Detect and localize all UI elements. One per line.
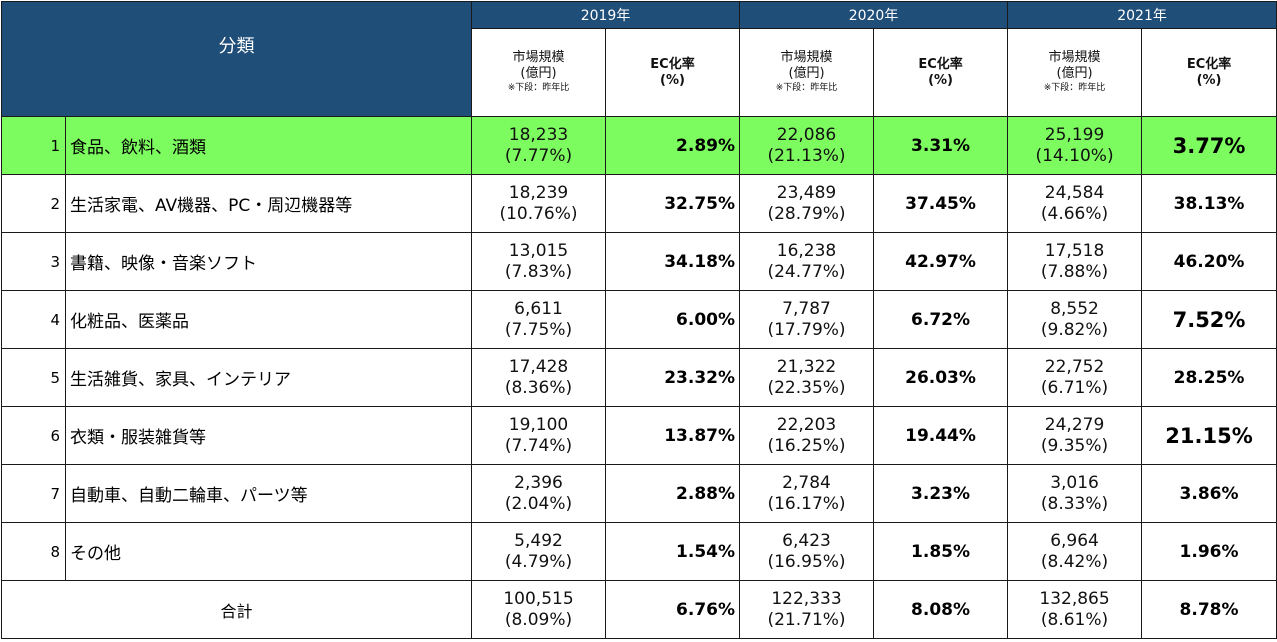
market-size-cell: 21,322 (22.35%) (739, 348, 875, 407)
ec-rate-cell: 2.88% (604, 464, 741, 523)
category-label: 書籍、映像・音楽ソフト (65, 232, 472, 291)
ec-rate-cell: 3.31% (873, 116, 1009, 175)
category-label: 化粧品、医薬品 (65, 290, 472, 349)
table-row: 8 その他 5,492 (4.79%) 1.54% 6,423 (16.95%) 1… (1, 522, 1277, 581)
ec-rate-cell: 7.52% (1141, 290, 1277, 349)
row-number: 2 (1, 174, 66, 233)
market-size-cell: 23,489 (28.79%) (739, 174, 875, 233)
market-size-cell: 24,584 (4.66%) (1007, 174, 1143, 233)
category-label: その他 (65, 522, 472, 581)
market-size-cell: 22,203 (16.25%) (739, 406, 875, 465)
market-size-cell: 100,515 (8.09%) (471, 580, 606, 639)
ec-rate-cell: 26.03% (873, 348, 1009, 407)
market-size-cell: 22,752 (6.71%) (1007, 348, 1143, 407)
market-size-cell: 7,787 (17.79%) (739, 290, 875, 349)
market-size-cell: 132,865 (8.61%) (1007, 580, 1143, 639)
category-label: 生活家電、AV機器、PC・周辺機器等 (65, 174, 472, 233)
table-row: 4 化粧品、医薬品 6,611 (7.75%) 6.00% 7,787 (17.79… (1, 290, 1277, 349)
market-size-cell: 18,233 (7.77%) (471, 116, 606, 175)
ec-rate-cell: 2.89% (604, 116, 741, 175)
ec-rate-cell: 28.25% (1141, 348, 1277, 407)
ec-rate-cell: 3.77% (1141, 116, 1277, 175)
ec-rate-cell: 1.96% (1141, 522, 1277, 581)
market-size-cell: 8,552 (9.82%) (1007, 290, 1143, 349)
ec-rate-cell: 6.76% (604, 580, 741, 639)
ec-rate-cell: 21.15% (1141, 406, 1277, 465)
ec-rate-header: EC化率 (%) (873, 28, 1009, 117)
ec-rate-header: EC化率 (%) (1141, 28, 1277, 117)
market-size-cell: 18,239 (10.76%) (471, 174, 606, 233)
ec-rate-cell: 23.32% (604, 348, 741, 407)
market-size-cell: 17,428 (8.36%) (471, 348, 606, 407)
row-number: 6 (1, 406, 66, 465)
total-row: 合計 100,515 (8.09%) 6.76% 122,333 (21.71%) … (1, 580, 1277, 639)
ec-rate-cell: 13.87% (604, 406, 741, 465)
market-size-cell: 19,100 (7.74%) (471, 406, 606, 465)
ec-rate-cell: 1.85% (873, 522, 1009, 581)
table-row: 6 衣類・服装雑貨等 19,100 (7.74%) 13.87% 22,203 (1… (1, 406, 1277, 465)
row-number: 5 (1, 348, 66, 407)
year-header-2019: 2019年 (470, 1, 741, 29)
market-size-cell: 6,423 (16.95%) (739, 522, 875, 581)
market-size-cell: 16,238 (24.77%) (739, 232, 875, 291)
market-size-cell: 22,086 (21.13%) (739, 116, 875, 175)
category-label: 生活雑貨、家具、インテリア (65, 348, 472, 407)
row-number: 3 (1, 232, 66, 291)
market-size-cell: 6,611 (7.75%) (471, 290, 606, 349)
ec-rate-cell: 38.13% (1141, 174, 1277, 233)
ec-rate-cell: 3.86% (1141, 464, 1277, 523)
market-size-header: 市場規模 (億円) ※下段：昨年比 (1007, 28, 1143, 117)
market-size-cell: 13,015 (7.83%) (471, 232, 606, 291)
ec-rate-cell: 37.45% (873, 174, 1009, 233)
row-number: 4 (1, 290, 66, 349)
row-number: 8 (1, 522, 66, 581)
row-number: 1 (1, 116, 66, 175)
total-label: 合計 (1, 580, 472, 639)
market-size-header: 市場規模 (億円) ※下段：昨年比 (471, 28, 606, 117)
table-row: 5 生活雑貨、家具、インテリア 17,428 (8.36%) 23.32% 21,… (1, 348, 1277, 407)
ec-rate-cell: 34.18% (604, 232, 741, 291)
category-label: 自動車、自動二輪車、パーツ等 (65, 464, 472, 523)
ec-rate-cell: 42.97% (873, 232, 1009, 291)
market-size-cell: 25,199 (14.10%) (1007, 116, 1143, 175)
ec-rate-header: EC化率 (%) (604, 28, 741, 117)
ec-rate-cell: 1.54% (604, 522, 741, 581)
table-row: 2 生活家電、AV機器、PC・周辺機器等 18,239 (10.76%) 32.7… (1, 174, 1277, 233)
category-label: 衣類・服装雑貨等 (65, 406, 472, 465)
market-size-cell: 3,016 (8.33%) (1007, 464, 1143, 523)
market-size-header: 市場規模 (億円) ※下段：昨年比 (739, 28, 875, 117)
ec-rate-cell: 6.00% (604, 290, 741, 349)
market-size-cell: 5,492 (4.79%) (471, 522, 606, 581)
market-size-cell: 24,279 (9.35%) (1007, 406, 1143, 465)
ec-rate-cell: 3.23% (873, 464, 1009, 523)
ec-rate-cell: 32.75% (604, 174, 741, 233)
year-header-2021: 2021年 (1007, 1, 1277, 29)
market-size-cell: 17,518 (7.88%) (1007, 232, 1143, 291)
table-row: 7 自動車、自動二輪車、パーツ等 2,396 (2.04%) 2.88% 2,78… (1, 464, 1277, 523)
market-size-cell: 2,396 (2.04%) (471, 464, 606, 523)
year-header-2020: 2020年 (739, 1, 1009, 29)
market-size-cell: 2,784 (16.17%) (739, 464, 875, 523)
category-header: 分類 (1, 1, 472, 117)
row-number: 7 (1, 464, 66, 523)
table-row: 1 食品、飲料、酒類 18,233 (7.77%) 2.89% 22,086 (21… (1, 116, 1277, 175)
ec-rate-cell: 6.72% (873, 290, 1009, 349)
market-size-cell: 122,333 (21.71%) (739, 580, 875, 639)
market-size-cell: 6,964 (8.42%) (1007, 522, 1143, 581)
table-row: 3 書籍、映像・音楽ソフト 13,015 (7.83%) 34.18% 16,23… (1, 232, 1277, 291)
ec-rate-cell: 19.44% (873, 406, 1009, 465)
ec-rate-cell: 46.20% (1141, 232, 1277, 291)
ec-rate-cell: 8.08% (873, 580, 1009, 639)
ec-rate-cell: 8.78% (1141, 580, 1277, 639)
category-label: 食品、飲料、酒類 (65, 116, 472, 175)
